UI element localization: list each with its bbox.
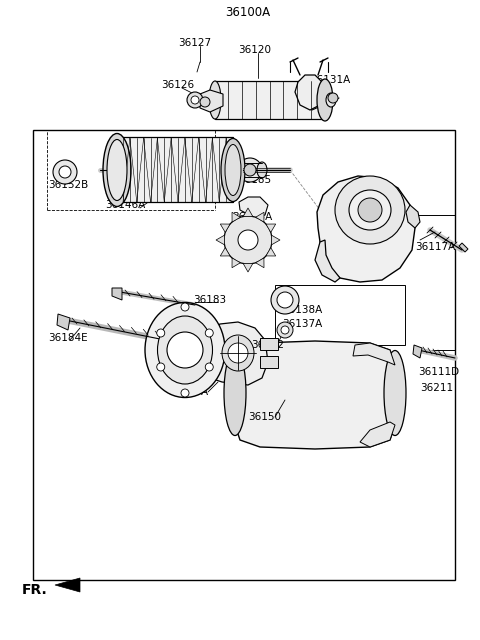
Text: 36127: 36127 [179, 38, 212, 48]
Ellipse shape [349, 190, 391, 230]
Ellipse shape [384, 351, 406, 435]
Text: 36184E: 36184E [48, 333, 88, 343]
Text: 36170: 36170 [152, 368, 184, 378]
Polygon shape [232, 212, 240, 222]
Circle shape [200, 97, 210, 107]
Circle shape [157, 329, 165, 337]
Text: 36150: 36150 [249, 412, 281, 422]
Ellipse shape [103, 134, 131, 207]
Polygon shape [112, 288, 122, 300]
Polygon shape [220, 224, 230, 232]
Ellipse shape [257, 162, 267, 178]
Circle shape [244, 164, 256, 176]
Ellipse shape [157, 316, 213, 384]
Text: 36138A: 36138A [282, 305, 322, 315]
Text: 36185: 36185 [238, 175, 271, 185]
Circle shape [281, 326, 289, 334]
Polygon shape [317, 176, 415, 282]
Polygon shape [266, 248, 276, 256]
Text: 36111D: 36111D [418, 367, 459, 377]
Bar [215, 81, 325, 119]
Text: 36183: 36183 [193, 295, 227, 305]
Polygon shape [243, 208, 253, 216]
Circle shape [53, 160, 77, 184]
Polygon shape [256, 258, 264, 268]
Circle shape [167, 332, 203, 368]
Ellipse shape [235, 163, 245, 177]
Circle shape [271, 286, 299, 314]
Ellipse shape [326, 93, 336, 107]
Circle shape [181, 389, 189, 397]
Text: 36131A: 36131A [310, 75, 350, 85]
Ellipse shape [225, 145, 241, 195]
Bar [123, 137, 233, 202]
Bar [33, 130, 455, 580]
Polygon shape [315, 240, 340, 282]
Ellipse shape [145, 303, 225, 397]
Ellipse shape [224, 351, 246, 435]
Polygon shape [266, 224, 276, 232]
Text: 36135A: 36135A [232, 212, 272, 222]
Text: 36100A: 36100A [226, 6, 271, 19]
Ellipse shape [221, 138, 245, 202]
Circle shape [358, 198, 382, 222]
Text: 36102: 36102 [252, 340, 285, 350]
Polygon shape [459, 243, 468, 252]
Polygon shape [55, 578, 80, 592]
Text: 36120: 36120 [239, 45, 272, 55]
Circle shape [181, 303, 189, 311]
Polygon shape [272, 235, 280, 245]
Polygon shape [256, 212, 264, 222]
Text: 36117A: 36117A [415, 242, 455, 252]
Bar [260, 356, 278, 368]
Text: 36152B: 36152B [48, 180, 88, 190]
Circle shape [277, 292, 293, 308]
Polygon shape [200, 90, 223, 112]
Ellipse shape [335, 176, 405, 244]
Polygon shape [413, 345, 422, 358]
Text: 36211: 36211 [420, 383, 453, 393]
Text: 36137A: 36137A [282, 319, 322, 329]
Circle shape [228, 343, 248, 363]
Circle shape [277, 322, 293, 338]
Circle shape [328, 93, 338, 103]
Circle shape [238, 158, 262, 182]
Text: 36126: 36126 [161, 80, 194, 90]
Text: 36170A: 36170A [168, 387, 208, 397]
Ellipse shape [317, 79, 333, 121]
Circle shape [157, 363, 165, 371]
Polygon shape [239, 197, 268, 218]
Circle shape [205, 363, 213, 371]
Polygon shape [243, 264, 253, 272]
Circle shape [191, 96, 199, 104]
Bar [260, 338, 278, 350]
Circle shape [238, 230, 258, 250]
Polygon shape [360, 422, 395, 447]
Ellipse shape [107, 140, 127, 200]
Text: 36145: 36145 [228, 235, 261, 245]
Bar [275, 285, 405, 345]
Text: 36146A: 36146A [105, 200, 145, 210]
Polygon shape [235, 341, 395, 449]
Polygon shape [406, 205, 420, 228]
Polygon shape [220, 248, 230, 256]
Circle shape [59, 166, 71, 178]
Circle shape [224, 216, 272, 264]
Polygon shape [57, 314, 70, 330]
Text: FR.: FR. [22, 583, 48, 597]
Text: 36110: 36110 [351, 190, 384, 200]
Polygon shape [216, 235, 225, 245]
Ellipse shape [222, 335, 254, 371]
Polygon shape [295, 75, 325, 110]
Polygon shape [232, 258, 240, 268]
Polygon shape [353, 343, 395, 365]
Ellipse shape [209, 81, 221, 119]
Polygon shape [205, 322, 268, 385]
Circle shape [205, 329, 213, 337]
Circle shape [187, 92, 203, 108]
